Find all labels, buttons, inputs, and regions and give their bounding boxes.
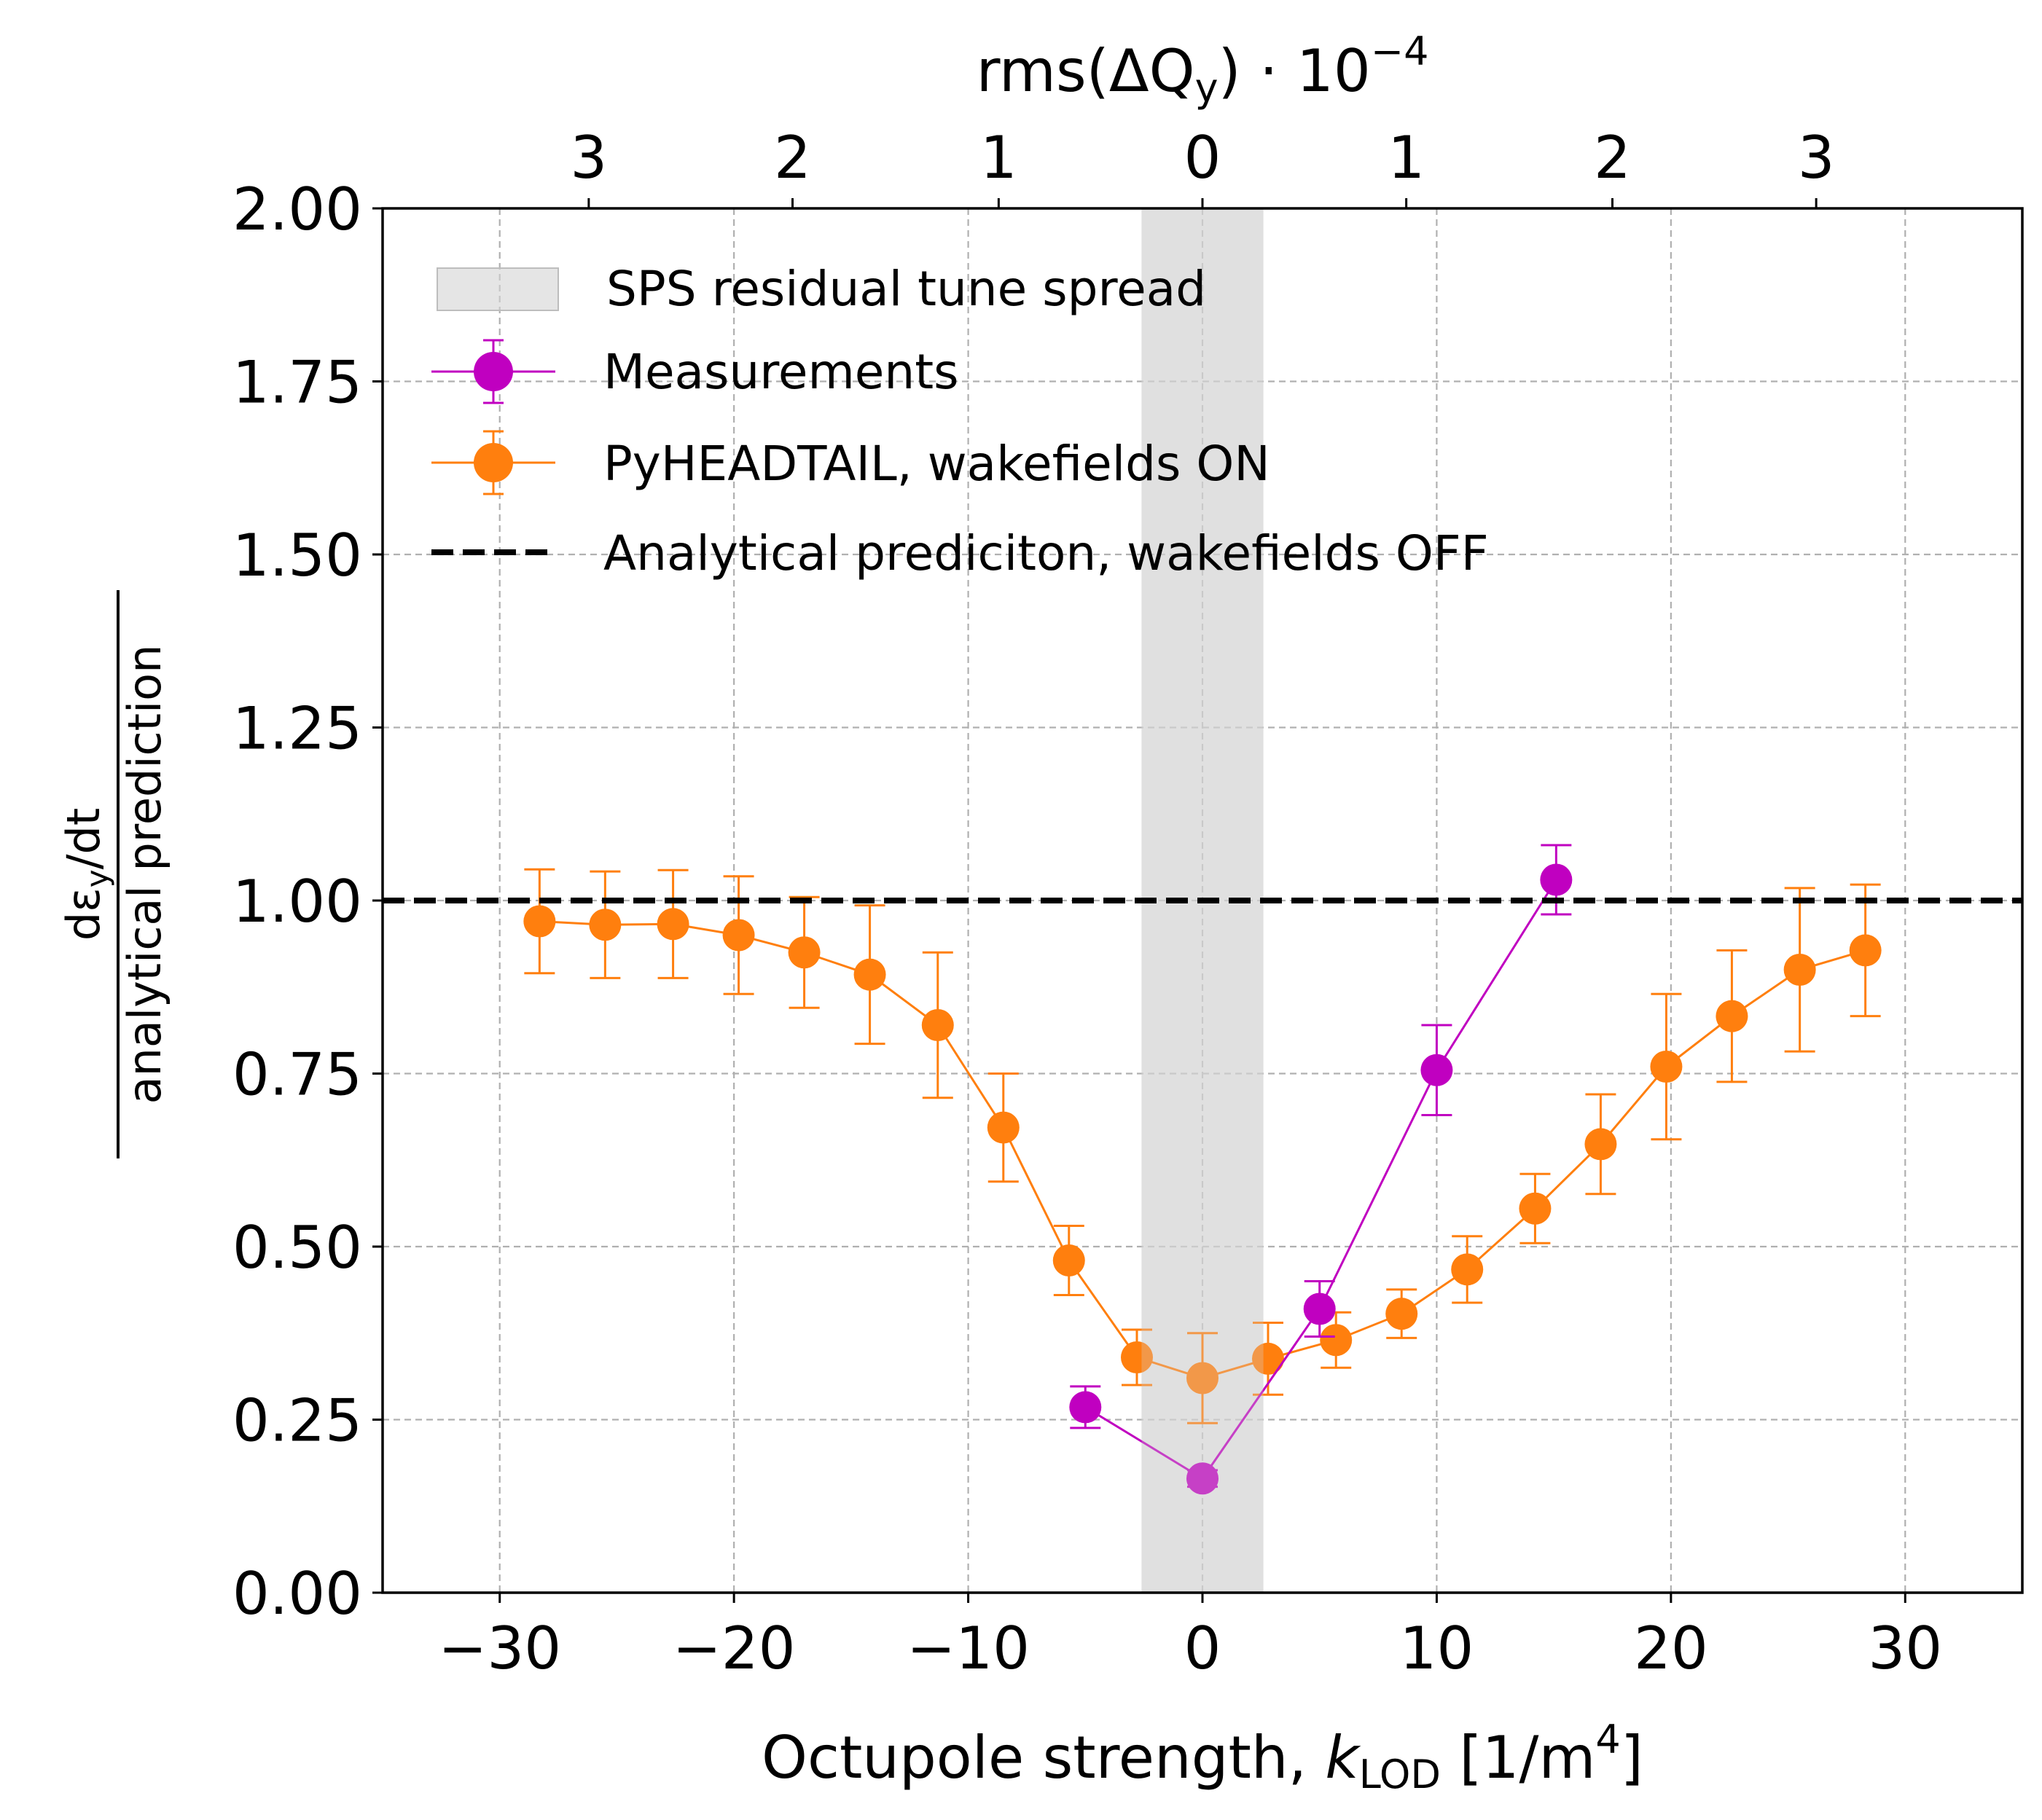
data-point [1069,1391,1102,1424]
series-measurements [1069,844,1573,1495]
x-tick-label: 30 [1868,1615,1942,1682]
y-tick-label: 1.50 [232,522,362,589]
x-axis-label-unit-close: ] [1621,1724,1643,1792]
x-tick-label: −30 [438,1615,561,1682]
y-tick-label: 2.00 [232,176,362,243]
data-point [1420,1054,1453,1086]
top-axis-label-exponent: −4 [1371,28,1429,74]
x-axis-label-variable: k [1325,1724,1361,1792]
top-axis-label-prefix: rms(ΔQ [977,37,1195,105]
top-tick-label: 1 [980,124,1017,192]
legend-band-label: SPS residual tune spread [606,261,1206,317]
data-point [1716,1000,1748,1032]
data-point [788,936,821,969]
data-point [657,908,689,941]
data-point [1320,1324,1353,1357]
x-axis-label-subscript: LOD [1359,1752,1441,1797]
data-point [1385,1298,1418,1330]
top-axis-ticks: 3 2 1 0 1 2 3 [570,124,1835,208]
x-axis-label: Octupole strength, kLOD [1/m4] [762,1717,1643,1797]
legend-measurements-marker [431,339,555,404]
top-tick-label: 0 [1184,124,1221,192]
x-axis-ticks: −30 −20 −10 0 10 20 30 [438,1593,1942,1682]
y-tick-label: 1.00 [232,868,362,936]
data-point [1540,863,1573,896]
legend-pyheadtail-label: PyHEADTAIL, wakefields ON [603,436,1270,492]
data-point [1121,1341,1153,1373]
data-point [1849,934,1882,967]
data-point [1451,1253,1484,1286]
data-point [1584,1128,1617,1161]
y-axis-numerator-prefix: dε [57,887,110,941]
top-tick-label: 1 [1388,124,1425,192]
top-axis-label-subscript: y [1195,65,1218,111]
data-point [1252,1342,1284,1375]
y-axis-label: dεy/dt analytical prediction [57,590,171,1158]
y-tick-label: 0.50 [232,1214,362,1282]
top-tick-label: 3 [570,124,607,192]
x-tick-label: −10 [907,1615,1030,1682]
top-tick-label: 2 [774,124,811,192]
top-axis-label: rms(ΔQy) · 10−4 [977,28,1429,111]
x-tick-label: 0 [1184,1615,1221,1682]
legend-band-swatch [437,267,559,311]
data-point [1650,1051,1683,1083]
legend: SPS residual tune spread Measurements Py… [431,261,1489,581]
x-tick-label: −20 [673,1615,796,1682]
data-point [523,905,556,938]
y-axis-numerator-subscript: y [79,869,115,887]
data-point [853,958,886,991]
data-point [1186,1362,1218,1395]
series-pyheadtail [523,868,1882,1424]
y-tick-label: 1.25 [232,695,362,763]
x-tick-label: 20 [1634,1615,1708,1682]
x-axis-label-unit: [1/m [1441,1724,1595,1792]
y-axis-label-numerator: dεy/dt [57,808,115,941]
y-axis-ticks: 0.00 0.25 0.50 0.75 1.00 1.25 1.50 1.75 2.00 [232,176,383,1628]
top-tick-label: 2 [1594,124,1631,192]
x-axis-label-prefix: Octupole strength, [762,1724,1325,1792]
data-point [1186,1462,1218,1495]
x-tick-label: 10 [1400,1615,1474,1682]
data-point [589,909,622,941]
y-tick-label: 1.75 [232,349,362,417]
legend-pyheadtail-marker [431,430,555,495]
y-tick-label: 0.75 [232,1041,362,1109]
data-point [987,1111,1020,1144]
x-axis-label-unit-exponent: 4 [1595,1717,1620,1762]
y-tick-label: 0.25 [232,1387,362,1455]
data-point [1783,954,1816,986]
data-point [1519,1192,1552,1225]
y-axis-numerator-suffix: /dt [57,808,110,870]
data-point [1052,1244,1085,1276]
top-axis-label-middle: ) · 10 [1218,37,1371,105]
y-axis-label-denominator: analytical prediction [118,645,171,1105]
y-tick-label: 0.00 [232,1560,362,1628]
data-point [1303,1293,1336,1325]
legend-analytical-label: Analytical prediciton, wakefields OFF [603,525,1489,581]
data-point [722,919,755,952]
legend-measurements-label: Measurements [603,344,959,400]
top-tick-label: 3 [1798,124,1835,192]
data-point [921,1009,954,1041]
